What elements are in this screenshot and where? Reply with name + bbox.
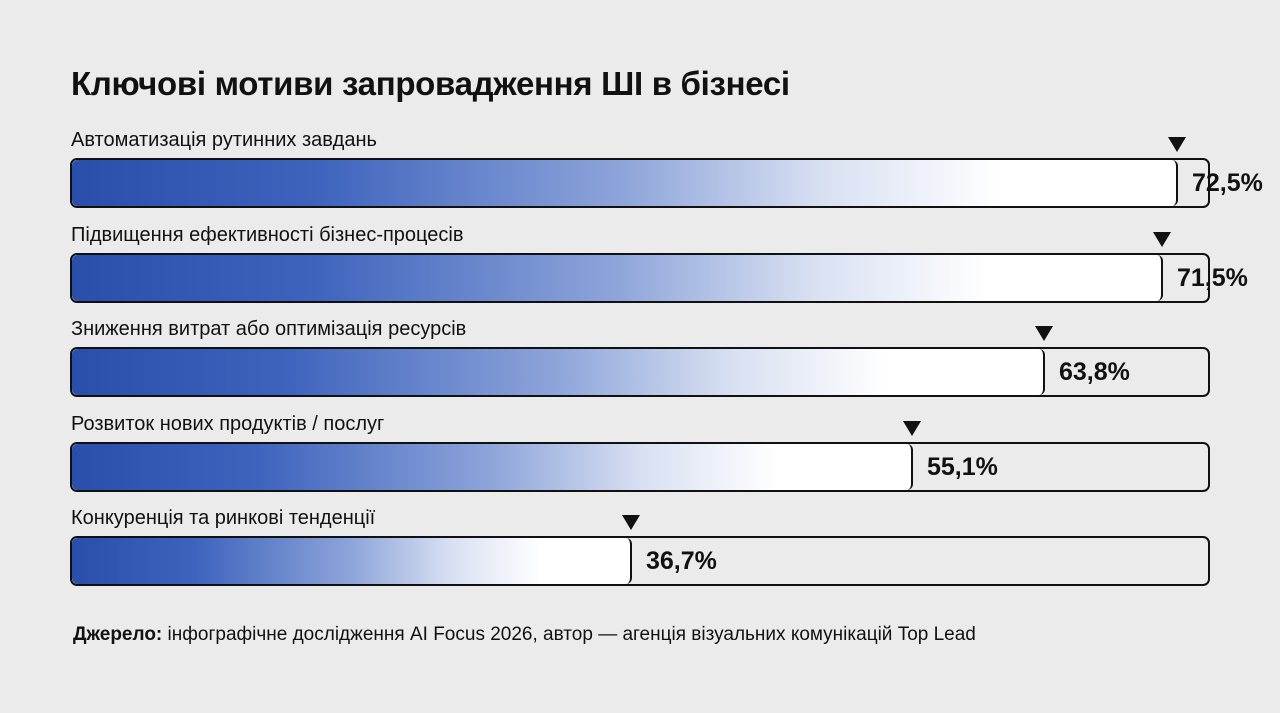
- value-marker-icon: [622, 515, 640, 530]
- bar-track: [70, 441, 1210, 492]
- data-label: 55,1%: [927, 452, 998, 481]
- source-label: Джерело:: [73, 624, 163, 645]
- value-marker-icon: [1153, 231, 1171, 247]
- bar-track: [70, 252, 1210, 303]
- category-label: Розвиток нових продуктів / послуг: [71, 412, 385, 435]
- value-marker-icon: [1168, 137, 1186, 152]
- data-label: 36,7%: [646, 547, 717, 575]
- source-note: Джерело: інфографічне дослідження AI Foc…: [73, 624, 976, 646]
- category-label: Підвищення ефективності бізнес-процесів: [71, 223, 464, 246]
- value-marker-icon: [1035, 326, 1053, 341]
- bar: [72, 160, 1178, 206]
- category-label: Конкуренція та ринкові тенденції: [71, 507, 376, 529]
- bar: [72, 443, 913, 490]
- bar-row: Зниження витрат або оптимізація ресурсів…: [0, 317, 1280, 403]
- bar-row: Автоматизація рутинних завдань 72,5%: [0, 128, 1280, 214]
- category-label: Зниження витрат або оптимізація ресурсів: [71, 318, 467, 340]
- data-label: 72,5%: [1192, 169, 1263, 197]
- bar-row: Розвиток нових продуктів / послуг 55,1%: [0, 412, 1280, 498]
- bar-row: Конкуренція та ринкові тенденції 36,7%: [0, 506, 1280, 592]
- bar: [72, 254, 1163, 301]
- category-label: Автоматизація рутинних завдань: [71, 129, 377, 151]
- data-label: 71,5%: [1177, 263, 1248, 292]
- chart-title: Ключові мотиви запровадження ШІ в бізнес…: [71, 65, 790, 102]
- bar: [72, 349, 1045, 395]
- bar: [72, 538, 632, 584]
- bar-track: [70, 158, 1210, 208]
- source-text: інфографічне дослідження AI Focus 2026, …: [162, 624, 976, 645]
- data-label: 63,8%: [1059, 358, 1130, 386]
- bar-track: [70, 536, 1210, 586]
- value-marker-icon: [903, 420, 921, 436]
- bar-track: [70, 347, 1210, 397]
- bar-row: Підвищення ефективності бізнес-процесів 7…: [0, 223, 1280, 309]
